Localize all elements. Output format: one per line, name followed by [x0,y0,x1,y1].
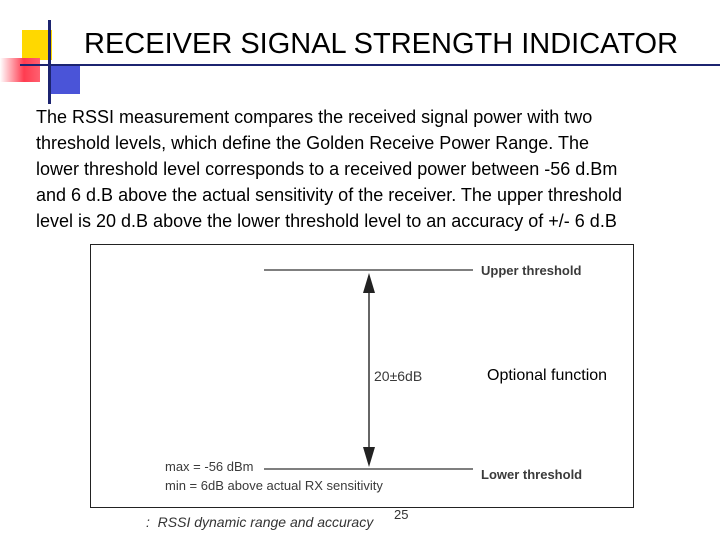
page-number: 25 [394,507,409,522]
decor-red-gradient [0,58,40,82]
max-label: max = -56 dBm [165,459,254,474]
body-line: level is 20 d.B above the lower threshol… [36,211,617,231]
range-label: 20±6dB [374,368,422,384]
body-line: threshold levels, which define the Golde… [36,133,589,153]
arrow-up-icon [363,273,375,293]
body-line: lower threshold level corresponds to a r… [36,159,618,179]
decor-vertical-rule [48,20,51,104]
arrow-down-icon [363,447,375,467]
figure-caption: : RSSI dynamic range and accuracy [146,513,373,531]
body-line: The RSSI measurement compares the receiv… [36,107,593,127]
upper-threshold-label: Upper threshold [481,263,581,278]
lower-threshold-label: Lower threshold [481,467,582,482]
min-label: min = 6dB above actual RX sensitivity [165,478,383,493]
rssi-diagram: Upper threshold 20±6dB Lower threshold m… [165,263,582,493]
decor-horizontal-rule [20,64,720,66]
caption-text: RSSI dynamic range and accuracy [157,514,374,530]
rssi-diagram-figure: Upper threshold 20±6dB Lower threshold m… [90,244,634,508]
optional-function-label: Optional function [487,367,608,384]
decor-blue-square [48,66,80,94]
decor-yellow-square [22,30,52,60]
body-paragraph: The RSSI measurement compares the receiv… [36,104,696,234]
caption-prefix: : [146,514,150,530]
body-line: and 6 d.B above the actual sensitivity o… [36,185,623,205]
slide-title: RECEIVER SIGNAL STRENGTH INDICATOR [84,28,679,60]
